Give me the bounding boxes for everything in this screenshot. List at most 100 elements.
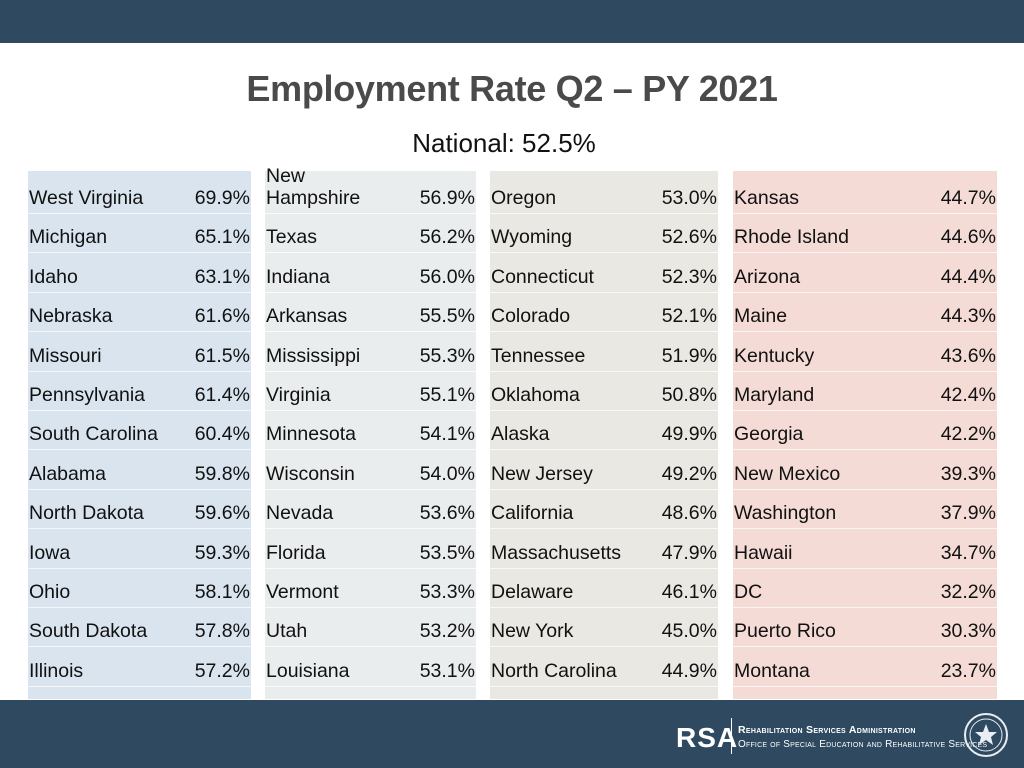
state-name: Virginia [266, 384, 331, 406]
table-row: Indiana 56.0% [265, 254, 476, 293]
employment-rate: 32.2% [940, 581, 996, 603]
table-row: Nevada 53.6% [265, 490, 476, 530]
state-name: South Carolina [29, 423, 158, 446]
table-row: Alabama 59.8% [28, 451, 251, 490]
employment-rate: 44.4% [940, 265, 996, 288]
employment-rate: 49.2% [661, 462, 717, 485]
state-name: New Jersey [491, 462, 593, 485]
employment-rate: 60.4% [194, 423, 250, 446]
employment-rate: 42.2% [940, 423, 996, 446]
state-name: Oklahoma [491, 384, 580, 406]
table-row: Minnesota 54.1% [265, 411, 476, 451]
employment-rate: 43.6% [940, 344, 996, 367]
employment-rate: 54.0% [419, 462, 475, 485]
table-row: North Carolina 44.9% [490, 648, 718, 687]
table-row: Vermont 53.3% [265, 569, 476, 608]
footer-bar [0, 700, 1024, 768]
state-name: Illinois [29, 659, 84, 682]
state-name: Florida [266, 541, 326, 564]
employment-rate: 54.1% [419, 423, 475, 446]
table-row: Nebraska 61.6% [28, 293, 251, 333]
table-row: Hawaii 34.7% [733, 530, 997, 569]
table-row: Utah 53.2% [265, 608, 476, 648]
state-name: Arkansas [266, 305, 348, 328]
employment-rate: 44.3% [940, 305, 996, 328]
table-row: Puerto Rico 30.3% [733, 608, 997, 648]
employment-rate: 57.2% [194, 659, 250, 682]
employment-rate: 61.6% [194, 305, 250, 328]
state-name: New Mexico [734, 462, 841, 485]
table-row: Maryland 42.4% [733, 372, 997, 411]
employment-rate: 34.7% [940, 541, 996, 564]
table-row: Ohio 58.1% [28, 569, 251, 608]
state-name: Kansas [734, 187, 800, 209]
table-row: West Virginia 69.9% [28, 175, 251, 214]
employment-rate: 55.3% [419, 344, 475, 367]
state-name: Washington [734, 502, 837, 525]
employment-rate: 56.9% [419, 187, 475, 209]
table-row: Washington 37.9% [733, 490, 997, 530]
table-row: Delaware 46.1% [490, 569, 718, 608]
state-name: Alabama [29, 462, 106, 485]
employment-rate: 39.3% [940, 462, 996, 485]
table-row: New Hampshire 56.9% [265, 165, 476, 214]
state-name: Missouri [29, 344, 102, 367]
employment-rate: 46.1% [661, 581, 717, 603]
table-row: Montana 23.7% [733, 648, 997, 687]
rate-column-2: New Hampshire 56.9% Texas 56.2% Indiana 56.0%… [265, 165, 476, 699]
table-row: New York 45.0% [490, 608, 718, 648]
state-name: Massachusetts [491, 541, 622, 564]
state-name: Pennsylvania [29, 384, 145, 406]
employment-rate: 69.9% [194, 187, 250, 209]
state-name: Delaware [491, 581, 574, 603]
table-row: Arkansas 55.5% [265, 293, 476, 333]
employment-rate: 23.7% [940, 659, 996, 682]
table-row: Illinois 57.2% [28, 648, 251, 687]
rate-column-1: West Virginia 69.9% Michigan 65.1% Idaho 63.1… [28, 171, 251, 699]
employment-rate: 52.3% [661, 265, 717, 288]
rsa-logo: RSA [676, 722, 739, 753]
rate-column-3: Oregon 53.0% Wyoming 52.6% Connecticut 52.3% C… [490, 171, 718, 699]
employment-rate: 53.3% [419, 581, 475, 603]
table-row: Rhode Island 44.6% [733, 214, 997, 254]
table-row: South Dakota 57.8% [28, 608, 251, 648]
page-title: Employment Rate Q2 – PY 2021 [246, 68, 778, 109]
state-name: North Carolina [491, 659, 617, 682]
state-name: Nevada [266, 502, 334, 525]
employment-rate: 53.1% [419, 659, 475, 682]
employment-rate: 50.8% [661, 384, 717, 406]
table-row: Colorado 52.1% [490, 293, 718, 333]
employment-rate: 65.1% [194, 226, 250, 249]
employment-rate: 44.7% [940, 187, 996, 209]
table-row: Alaska 49.9% [490, 411, 718, 451]
employment-rate: 57.8% [194, 620, 250, 643]
state-name: Georgia [734, 423, 804, 446]
org-office: Office of Special Education and Rehabili… [738, 739, 988, 750]
employment-rate: 53.0% [661, 187, 717, 209]
state-name: South Dakota [29, 620, 148, 643]
employment-rate: 53.6% [419, 502, 475, 525]
state-name: New York [491, 620, 574, 643]
table-row: Florida 53.5% [265, 530, 476, 569]
table-row: Oklahoma 50.8% [490, 372, 718, 411]
state-name: DC [734, 581, 763, 603]
state-name: Indiana [266, 265, 330, 288]
table-row: Wyoming 52.6% [490, 214, 718, 254]
employment-rate: 56.0% [419, 265, 475, 288]
table-row: New Jersey 49.2% [490, 451, 718, 490]
state-name: Nebraska [29, 305, 113, 328]
employment-rate: 42.4% [940, 384, 996, 406]
table-row: Mississippi 55.3% [265, 333, 476, 372]
table-row: Louisiana 53.1% [265, 648, 476, 687]
state-name: West Virginia [29, 187, 144, 209]
state-name: Rhode Island [734, 226, 849, 249]
table-row: Wisconsin 54.0% [265, 451, 476, 490]
state-name: Texas [266, 226, 317, 249]
org-name: Rehabilitation Services Administration [738, 724, 916, 736]
employment-rate: 55.1% [419, 384, 475, 406]
state-name: Michigan [29, 226, 108, 249]
state-name: Colorado [491, 305, 571, 328]
table-row: Virginia 55.1% [265, 372, 476, 411]
table-row: California 48.6% [490, 490, 718, 530]
table-row: Oregon 53.0% [490, 175, 718, 214]
